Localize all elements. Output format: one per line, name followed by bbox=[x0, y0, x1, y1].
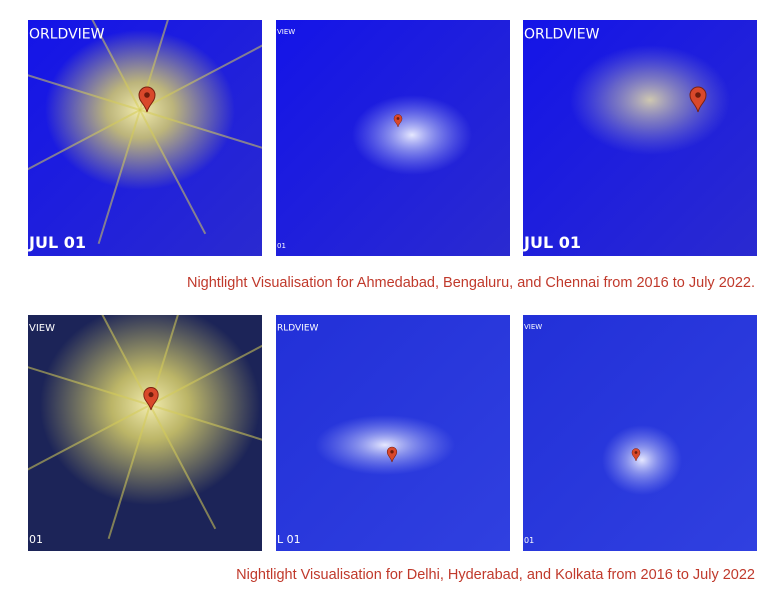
road-light bbox=[28, 366, 151, 406]
image-label-bottom: JUL 01 bbox=[28, 233, 86, 252]
road-light bbox=[149, 315, 179, 406]
caption: Nightlight Visualisation for Ahmedabad, … bbox=[187, 275, 755, 291]
image-label-bottom: L 01 bbox=[277, 533, 301, 546]
road-light bbox=[139, 109, 207, 235]
road-light bbox=[139, 109, 262, 149]
road-light bbox=[101, 315, 151, 406]
satellite-image: ORLDVIEW JUL 01 bbox=[28, 20, 262, 256]
road-light bbox=[107, 404, 151, 540]
satellite-image: VIEW 01 bbox=[523, 315, 757, 551]
city-glow bbox=[315, 415, 455, 475]
image-label-top: ORLDVIEW bbox=[524, 26, 600, 42]
road-light bbox=[149, 404, 217, 530]
image-label-bottom: 01 bbox=[524, 536, 534, 545]
road-light bbox=[28, 74, 141, 111]
road-light bbox=[97, 109, 141, 245]
road-light bbox=[139, 44, 262, 111]
road-light bbox=[91, 20, 141, 111]
road-light bbox=[149, 344, 262, 406]
image-label-top: VIEW bbox=[524, 323, 542, 331]
road-light bbox=[28, 109, 141, 171]
satellite-image: ORLDVIEW JUL 01 bbox=[523, 20, 757, 256]
image-label-top: RLDVIEW bbox=[277, 323, 319, 333]
image-label-bottom: 01 bbox=[277, 242, 286, 250]
city-glow bbox=[40, 315, 260, 505]
satellite-image: RLDVIEW L 01 bbox=[276, 315, 510, 551]
image-label-bottom: 01 bbox=[29, 533, 43, 546]
city-glow bbox=[570, 45, 730, 155]
caption: Nightlight Visualisation for Delhi, Hyde… bbox=[236, 567, 755, 583]
image-label-top: VIEW bbox=[277, 28, 295, 36]
satellite-image: VIEW 01 bbox=[276, 20, 510, 256]
image-label-top: VIEW bbox=[29, 323, 55, 334]
image-label-bottom: JUL 01 bbox=[523, 233, 581, 252]
image-label-top: ORLDVIEW bbox=[29, 26, 105, 42]
city-glow bbox=[602, 425, 682, 495]
road-light bbox=[149, 404, 262, 441]
road-light bbox=[28, 404, 151, 471]
city-glow bbox=[352, 95, 472, 175]
satellite-image: VIEW 01 bbox=[28, 315, 262, 551]
